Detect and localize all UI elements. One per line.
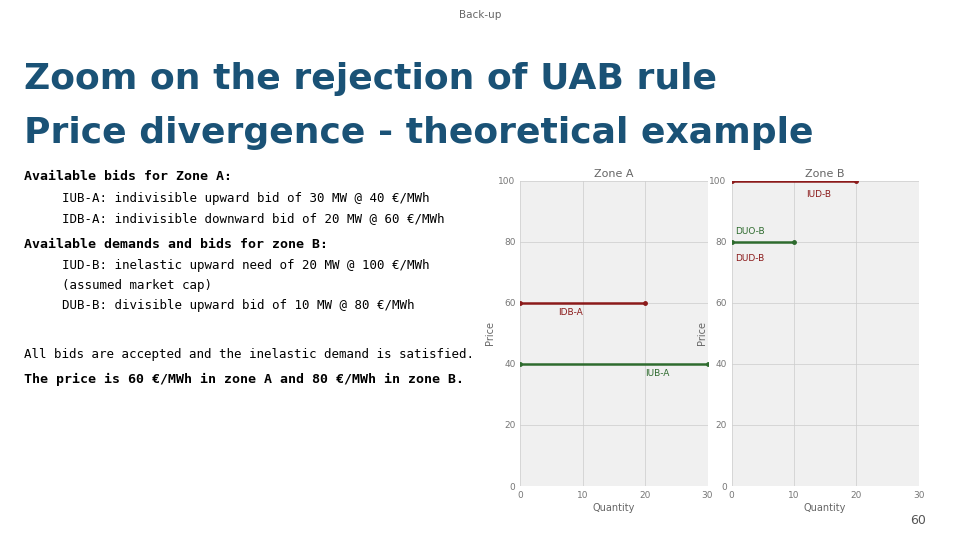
Text: DUO-B: DUO-B [734,227,764,236]
X-axis label: Quantity: Quantity [592,503,636,512]
Text: All bids are accepted and the inelastic demand is satisfied.: All bids are accepted and the inelastic … [24,348,474,361]
Text: DUB-B: divisible upward bid of 10 MW @ 80 €/MWh: DUB-B: divisible upward bid of 10 MW @ 8… [62,299,415,312]
Text: 60: 60 [910,514,926,526]
Text: The price is 60 €/MWh in zone A and 80 €/MWh in zone B.: The price is 60 €/MWh in zone A and 80 €… [24,373,464,386]
Y-axis label: Price: Price [697,321,707,346]
Text: IDB-A: indivisible downward bid of 20 MW @ 60 €/MWh: IDB-A: indivisible downward bid of 20 MW… [62,212,444,225]
Text: Back-up: Back-up [459,10,501,20]
Text: IUB-A: indivisible upward bid of 30 MW @ 40 €/MWh: IUB-A: indivisible upward bid of 30 MW @… [62,192,430,205]
Text: IDB-A: IDB-A [558,308,583,317]
Text: Price divergence - theoretical example: Price divergence - theoretical example [24,116,813,150]
Text: Available bids for Zone A:: Available bids for Zone A: [24,170,232,183]
Text: IUD-B: IUD-B [806,190,831,199]
Y-axis label: Price: Price [486,321,495,346]
Text: IUD-B: inelastic upward need of 20 MW @ 100 €/MWh: IUD-B: inelastic upward need of 20 MW @ … [62,259,430,272]
Text: IUB-A: IUB-A [645,369,669,378]
Text: DUD-B: DUD-B [734,254,764,263]
Text: Zoom on the rejection of UAB rule: Zoom on the rejection of UAB rule [24,62,717,96]
Text: (assumed market cap): (assumed market cap) [62,279,212,292]
X-axis label: Quantity: Quantity [804,503,847,512]
Title: Zone A: Zone A [594,168,634,179]
Title: Zone B: Zone B [805,168,845,179]
Text: Available demands and bids for zone B:: Available demands and bids for zone B: [24,238,328,251]
